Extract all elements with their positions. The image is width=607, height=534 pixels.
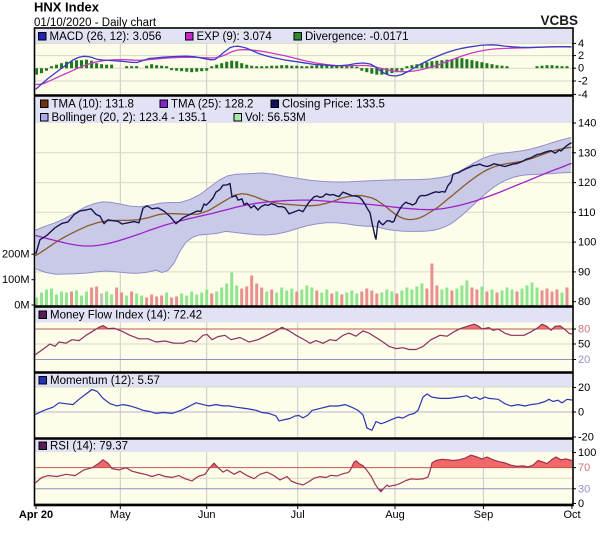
svg-text:Jun: Jun <box>198 509 216 521</box>
svg-text:100M: 100M <box>2 274 30 286</box>
svg-text:110: 110 <box>578 207 596 219</box>
svg-text:MACD (26, 12): 3.056: MACD (26, 12): 3.056 <box>50 31 162 43</box>
svg-text:Aug: Aug <box>385 509 405 521</box>
svg-text:0M: 0M <box>14 300 29 312</box>
svg-text:120: 120 <box>578 177 596 189</box>
svg-text:Vol: 56.53M: Vol: 56.53M <box>245 112 306 124</box>
svg-text:4: 4 <box>578 38 584 50</box>
svg-text:30: 30 <box>578 483 590 495</box>
svg-text:70: 70 <box>578 462 590 474</box>
svg-text:Momentum (12): 5.57: Momentum (12): 5.57 <box>50 375 160 387</box>
svg-text:0: 0 <box>578 407 584 419</box>
svg-text:-4: -4 <box>578 89 588 101</box>
svg-text:0: 0 <box>578 498 584 510</box>
svg-text:0: 0 <box>578 63 584 75</box>
svg-text:80: 80 <box>578 324 590 336</box>
svg-text:80: 80 <box>578 296 590 308</box>
svg-text:50: 50 <box>578 339 590 351</box>
svg-text:20: 20 <box>578 382 590 394</box>
svg-text:VCBS: VCBS <box>540 13 578 28</box>
svg-text:Jul: Jul <box>291 509 305 521</box>
svg-text:Money Flow Index (14): 72.42: Money Flow Index (14): 72.42 <box>50 310 202 322</box>
svg-text:140: 140 <box>578 118 596 130</box>
svg-text:200M: 200M <box>2 249 30 261</box>
svg-text:HNX Index: HNX Index <box>34 0 100 15</box>
svg-text:Sep: Sep <box>474 509 494 521</box>
svg-text:TMA (25): 128.2: TMA (25): 128.2 <box>171 99 253 111</box>
svg-text:Closing Price: 133.5: Closing Price: 133.5 <box>282 99 385 111</box>
svg-text:-20: -20 <box>578 432 594 444</box>
svg-text:90: 90 <box>578 266 590 278</box>
svg-text:Oct: Oct <box>563 509 580 521</box>
svg-text:2: 2 <box>578 50 584 62</box>
svg-text:Bollinger (20, 2): 123.4 - 135: Bollinger (20, 2): 123.4 - 135.1 <box>52 112 207 124</box>
svg-text:TMA (10): 131.8: TMA (10): 131.8 <box>52 99 134 111</box>
svg-text:100: 100 <box>578 447 596 459</box>
svg-text:130: 130 <box>578 147 596 159</box>
svg-text:May: May <box>110 509 131 521</box>
svg-text:100: 100 <box>578 237 596 249</box>
svg-text:Apr 20: Apr 20 <box>19 509 53 521</box>
svg-text:Divergence: -0.0171: Divergence: -0.0171 <box>305 31 409 43</box>
svg-text:01/10/2020 - Daily chart: 01/10/2020 - Daily chart <box>34 17 157 29</box>
svg-text:-2: -2 <box>578 76 588 88</box>
svg-text:EXP (9): 3.074: EXP (9): 3.074 <box>197 31 273 43</box>
svg-text:20: 20 <box>578 354 590 366</box>
svg-text:RSI (14): 79.37: RSI (14): 79.37 <box>50 441 128 453</box>
